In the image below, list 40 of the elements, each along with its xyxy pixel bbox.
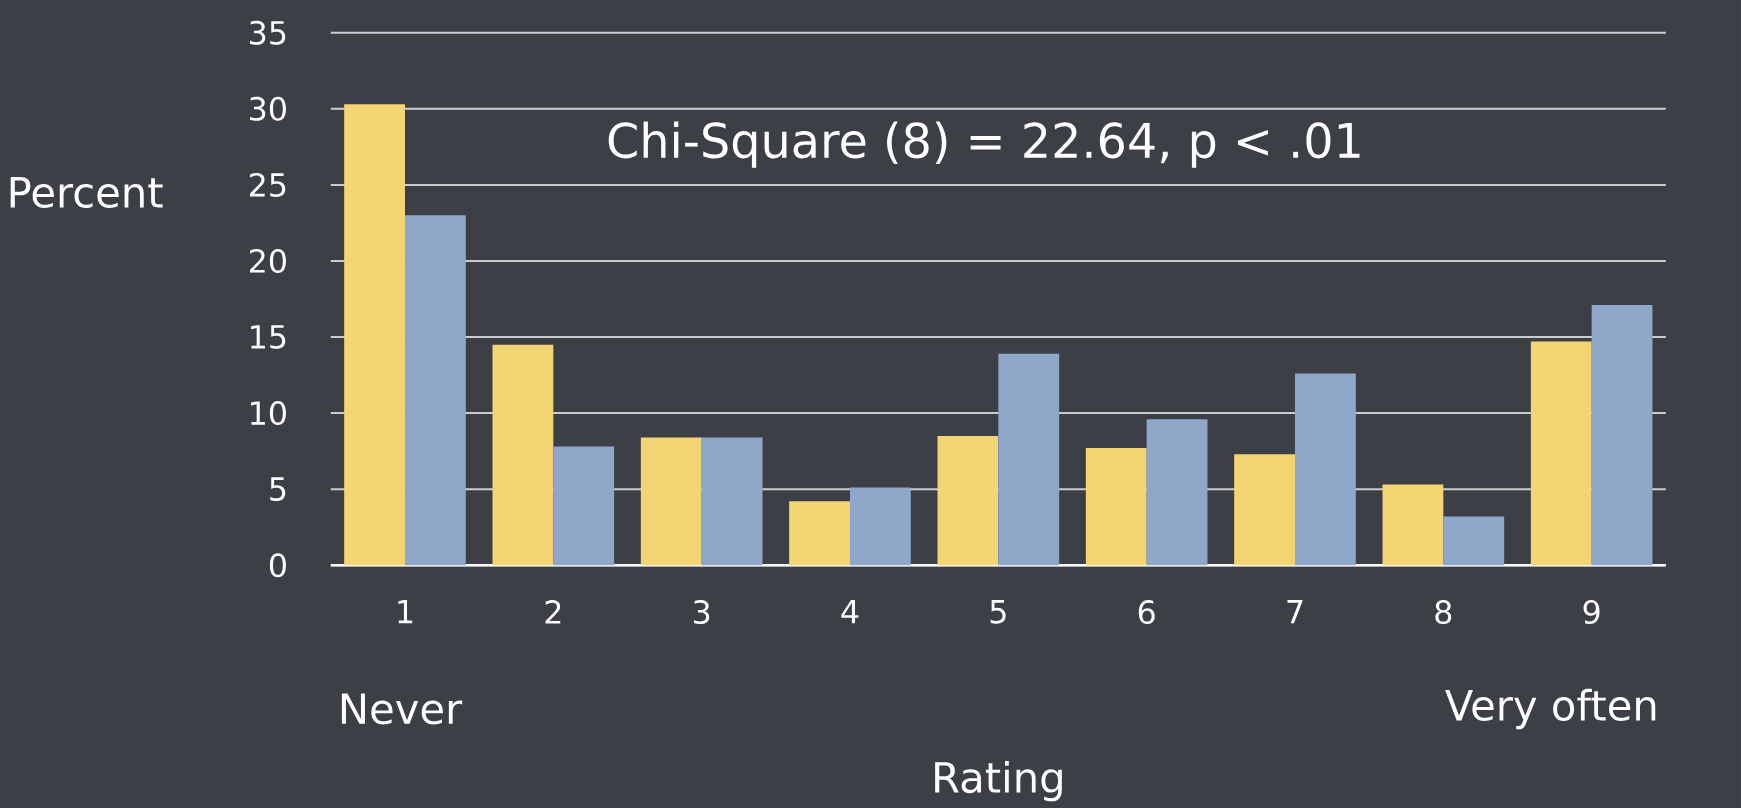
bar [492,344,554,566]
y-tick-label: 35 [250,20,286,45]
annotation: Chi-Square (8) = 22.64, p < .01 [608,121,1360,168]
bar [1234,454,1295,566]
x-tick-label: 2 [545,600,561,624]
y-axis-title: Percent [10,177,163,209]
y-tick-label: 0 [269,553,286,578]
bar [998,353,1060,566]
bar [1146,419,1208,566]
bar [789,501,850,566]
y-tick-label: 20 [249,249,286,274]
bar [553,446,615,566]
bar [1443,516,1505,566]
x-tick-label: 6 [1138,600,1155,625]
x-tick-label: 7 [1287,600,1303,624]
y-tick-label: 15 [251,325,286,349]
x-tick-label: 9 [1583,600,1600,625]
bar [1382,484,1444,566]
bar [1530,341,1592,566]
x-tick-label: 8 [1435,600,1452,625]
y-tick-label: 5 [270,477,286,501]
x-tick-label: 1 [398,600,413,624]
x-tick-label: 3 [693,600,710,625]
text: Very often [1445,688,1656,730]
bar [849,487,911,566]
bar [640,437,702,566]
bar [937,435,999,566]
bar [344,104,405,566]
bar [1085,448,1147,566]
bar [1591,305,1653,566]
x-tick-label: 4 [841,600,859,624]
text: Never [341,693,463,725]
x-tick-label: 5 [990,600,1006,624]
y-tick-label: 30 [250,96,286,121]
y-tick-label: 10 [251,401,286,426]
bar [404,215,466,566]
x-axis-title: Rating [935,760,1062,802]
y-tick-label: 25 [249,172,286,197]
bar [1294,373,1356,566]
bar [701,437,763,566]
